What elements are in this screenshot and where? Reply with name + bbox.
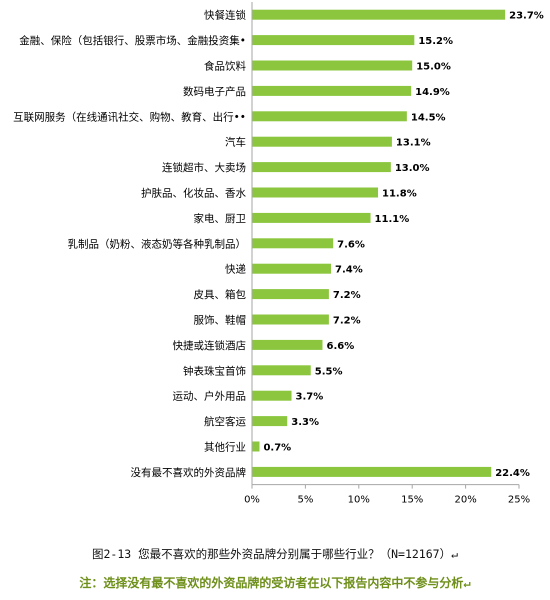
category-label: 航空客运 xyxy=(204,415,246,428)
category-label: 乳制品（奶粉、液态奶等各种乳制品） xyxy=(68,237,247,250)
category-label: 快餐连锁 xyxy=(204,9,246,22)
x-tick-labels-group: 0% 5% 10% 15% 20% 25% xyxy=(244,484,530,506)
x-tick-label: 5% xyxy=(297,495,313,506)
value-label: 14.9% xyxy=(415,87,450,98)
bar xyxy=(252,390,292,401)
value-label: 7.6% xyxy=(337,239,365,250)
value-label: 3.3% xyxy=(291,417,319,428)
bar xyxy=(252,136,392,147)
value-label: 22.4% xyxy=(495,468,530,479)
value-label: 11.1% xyxy=(375,214,410,225)
value-labels-group: 23.7% 15.2% 15.0% 14.9% 14.5% 13.1% 13.0% 11.8%… xyxy=(263,11,543,479)
category-label: 钟表珠宝首饰 xyxy=(183,364,246,377)
value-label: 6.6% xyxy=(326,341,354,352)
category-label: 互联网服务（在线通讯社交、购物、教育、出行•• xyxy=(13,110,246,123)
bar xyxy=(252,9,506,20)
bar xyxy=(252,187,379,198)
category-label: 其他行业 xyxy=(204,441,246,454)
figure-note: 注：选择没有最不喜欢的外资品牌的受访者在以下报告内容中不参与分析↵ xyxy=(79,576,471,590)
bar xyxy=(252,212,371,223)
value-label: 23.7% xyxy=(509,11,544,22)
bar xyxy=(252,289,329,300)
category-label: 运动、户外用品 xyxy=(173,390,247,403)
bar xyxy=(252,365,311,376)
category-label: 护肤品、化妆品、香水 xyxy=(141,187,246,200)
bar xyxy=(252,466,492,477)
value-label: 7.2% xyxy=(333,316,361,327)
value-label: 3.7% xyxy=(296,392,324,403)
value-label: 15.2% xyxy=(418,36,453,47)
x-tick-label: 10% xyxy=(348,495,370,506)
category-label: 没有最不喜欢的外资品牌 xyxy=(131,466,247,479)
figure-caption: 图2-13 您最不喜欢的那些外资品牌分别属于哪些行业？（N=12167）↵ xyxy=(91,547,458,561)
value-label: 13.0% xyxy=(395,163,430,174)
category-label: 连锁超市、大卖场 xyxy=(162,161,246,174)
value-label: 15.0% xyxy=(416,62,451,73)
x-tick-label: 25% xyxy=(508,495,530,506)
category-label: 快捷或连锁酒店 xyxy=(173,339,247,352)
category-label: 数码电子产品 xyxy=(183,85,246,98)
bar xyxy=(252,85,412,96)
x-tick-label: 0% xyxy=(244,495,260,506)
x-tick-label: 20% xyxy=(454,495,476,506)
value-label: 14.5% xyxy=(411,112,446,123)
bar xyxy=(252,314,329,325)
bar xyxy=(252,441,260,452)
category-label: 快递 xyxy=(225,263,246,276)
bar xyxy=(252,111,407,122)
category-label: 食品饮料 xyxy=(204,60,246,73)
value-label: 5.5% xyxy=(315,366,343,377)
value-label: 0.7% xyxy=(263,443,291,454)
value-label: 13.1% xyxy=(396,138,431,149)
category-label: 服饰、鞋帽 xyxy=(194,314,247,327)
value-label: 7.4% xyxy=(335,265,363,276)
category-label: 金融、保险（包括银行、股票市场、金融投资集• xyxy=(19,34,246,47)
bar xyxy=(252,35,415,46)
bars-group xyxy=(252,9,506,477)
category-label: 汽车 xyxy=(225,136,246,149)
category-label: 家电、厨卫 xyxy=(194,212,247,225)
value-label: 7.2% xyxy=(333,290,361,301)
bar xyxy=(252,162,391,173)
bar xyxy=(252,238,334,249)
category-label: 皮具、箱包 xyxy=(194,288,247,301)
bar xyxy=(252,416,288,427)
bar xyxy=(252,339,323,350)
bar xyxy=(252,60,413,71)
bar xyxy=(252,263,332,274)
value-label: 11.8% xyxy=(382,189,417,200)
x-tick-label: 15% xyxy=(401,495,423,506)
